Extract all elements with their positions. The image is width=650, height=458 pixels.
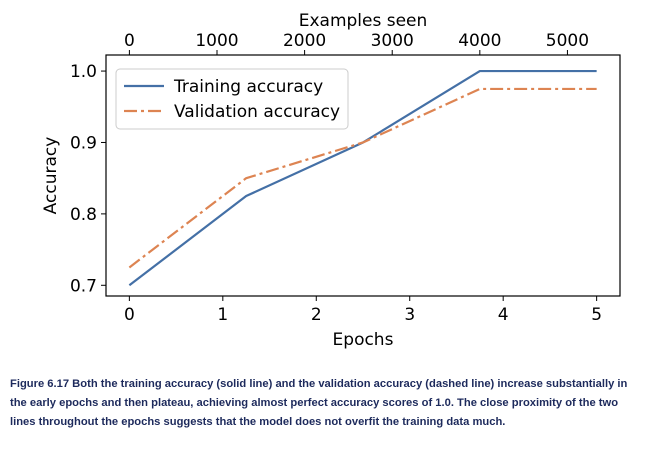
x-tick-label: 2 bbox=[311, 305, 322, 325]
legend: Training accuracy Validation accuracy bbox=[115, 68, 349, 130]
top-tick-label: 4000 bbox=[458, 31, 501, 51]
top-x-axis-title: Examples seen bbox=[299, 11, 428, 31]
accuracy-line-chart: 0 1 2 3 4 5 0.7 0.8 0.9 1.0 0 1000 2000 3000 4000 500… bbox=[41, 11, 621, 350]
x-tick-label: 1 bbox=[217, 305, 228, 325]
legend-label: Training accuracy bbox=[173, 77, 323, 97]
figure-caption: Figure 6.17 Both the training accuracy (… bbox=[10, 378, 628, 428]
y-tick-label: 0.7 bbox=[70, 276, 97, 296]
bottom-x-axis: 0 1 2 3 4 5 bbox=[124, 296, 602, 325]
legend-label: Validation accuracy bbox=[174, 102, 340, 122]
y-tick-label: 1.0 bbox=[70, 62, 97, 82]
series-layer bbox=[128, 69, 597, 287]
top-tick-label: 2000 bbox=[283, 31, 326, 51]
legend-box bbox=[115, 68, 349, 130]
top-tick-label: 3000 bbox=[371, 31, 414, 51]
top-tick-label: 0 bbox=[124, 31, 135, 51]
y-tick-label: 0.8 bbox=[70, 205, 97, 225]
x-axis-title: Epochs bbox=[333, 330, 394, 350]
x-tick-label: 0 bbox=[124, 305, 135, 325]
y-axis-title: Accuracy bbox=[41, 137, 61, 215]
top-x-axis: 0 1000 2000 3000 4000 5000 bbox=[124, 31, 589, 55]
left-y-axis: 0.7 0.8 0.9 1.0 bbox=[70, 62, 106, 296]
x-tick-label: 5 bbox=[591, 305, 602, 325]
top-tick-label: 5000 bbox=[546, 31, 589, 51]
y-tick-label: 0.9 bbox=[70, 133, 97, 153]
plot-frame bbox=[105, 54, 621, 297]
plot-area-border bbox=[105, 54, 621, 297]
top-tick-label: 1000 bbox=[195, 31, 238, 51]
x-tick-label: 3 bbox=[404, 305, 415, 325]
series-line-validation bbox=[128, 87, 597, 269]
x-tick-label: 4 bbox=[498, 305, 509, 325]
